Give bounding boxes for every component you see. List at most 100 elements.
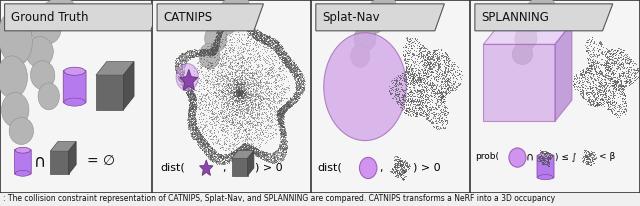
Point: [614, 47, 625, 50]
Point: [275, 48, 285, 51]
Point: [606, 102, 616, 105]
Point: [198, 111, 208, 114]
Point: [180, 88, 190, 91]
Point: [223, 99, 234, 102]
Point: [445, 78, 455, 81]
Point: [215, 26, 225, 29]
Point: [261, 157, 271, 160]
Point: [171, 64, 181, 68]
Point: [205, 117, 216, 120]
Point: [276, 77, 287, 81]
Point: [269, 74, 279, 77]
Point: [203, 63, 213, 66]
Point: [230, 58, 240, 61]
Point: [284, 100, 294, 103]
Point: [279, 137, 289, 140]
Point: [265, 87, 275, 90]
Point: [285, 99, 295, 102]
Point: [237, 92, 247, 96]
Point: [260, 58, 270, 61]
Point: [204, 156, 214, 159]
Point: [616, 87, 627, 90]
Point: [237, 108, 247, 111]
Point: [237, 83, 247, 86]
Point: [199, 139, 209, 142]
Point: [297, 79, 307, 83]
Point: [620, 58, 630, 62]
Point: [290, 66, 300, 69]
Point: [246, 146, 256, 150]
Point: [256, 101, 266, 104]
Point: [203, 147, 213, 150]
Point: [285, 102, 295, 105]
Point: [420, 55, 430, 59]
Point: [180, 77, 190, 80]
Point: [293, 92, 303, 95]
Point: [282, 107, 292, 110]
Point: [204, 116, 214, 119]
Point: [232, 82, 243, 85]
Point: [435, 126, 445, 129]
Point: [417, 105, 428, 108]
Point: [415, 83, 426, 87]
Point: [579, 73, 589, 76]
Point: [241, 105, 252, 108]
Point: [183, 113, 193, 116]
Point: [587, 77, 597, 80]
Point: [217, 84, 227, 87]
Point: [295, 77, 305, 81]
Point: [615, 51, 625, 54]
Point: [289, 74, 300, 77]
Point: [221, 22, 231, 26]
Point: [265, 36, 275, 39]
Point: [629, 71, 639, 74]
Point: [410, 36, 420, 40]
Point: [284, 55, 294, 58]
Point: [244, 99, 254, 102]
Point: [238, 50, 248, 54]
Point: [209, 52, 220, 55]
Point: [262, 158, 272, 161]
Point: [433, 63, 444, 66]
Point: [224, 102, 234, 105]
Point: [182, 114, 193, 117]
Point: [246, 22, 256, 26]
Point: [225, 153, 236, 157]
Point: [258, 57, 268, 60]
Point: [613, 115, 623, 118]
Point: [591, 76, 602, 80]
Point: [287, 73, 298, 76]
Point: [209, 45, 220, 48]
Point: [606, 72, 616, 76]
Point: [299, 78, 309, 82]
Point: [233, 96, 243, 100]
Point: [580, 93, 591, 96]
Point: [445, 88, 456, 92]
Point: [175, 68, 185, 71]
Point: [231, 109, 241, 112]
Point: [217, 62, 227, 65]
Point: [275, 118, 285, 121]
Point: [289, 76, 300, 80]
Point: [190, 132, 200, 135]
Point: [395, 165, 405, 168]
Point: [214, 152, 225, 156]
Point: [213, 94, 223, 97]
Point: [227, 14, 237, 18]
Point: [212, 156, 223, 159]
Point: [589, 67, 599, 70]
Point: [588, 102, 598, 105]
Point: [591, 91, 602, 94]
Point: [210, 133, 220, 137]
Point: [582, 67, 593, 70]
Point: [190, 120, 200, 123]
Point: [184, 84, 195, 87]
Point: [242, 24, 252, 27]
Point: [195, 134, 205, 137]
Point: [238, 150, 248, 153]
Point: [257, 51, 268, 55]
Point: [199, 146, 209, 150]
Point: [186, 104, 196, 107]
Point: [585, 158, 595, 162]
Point: [257, 33, 268, 36]
